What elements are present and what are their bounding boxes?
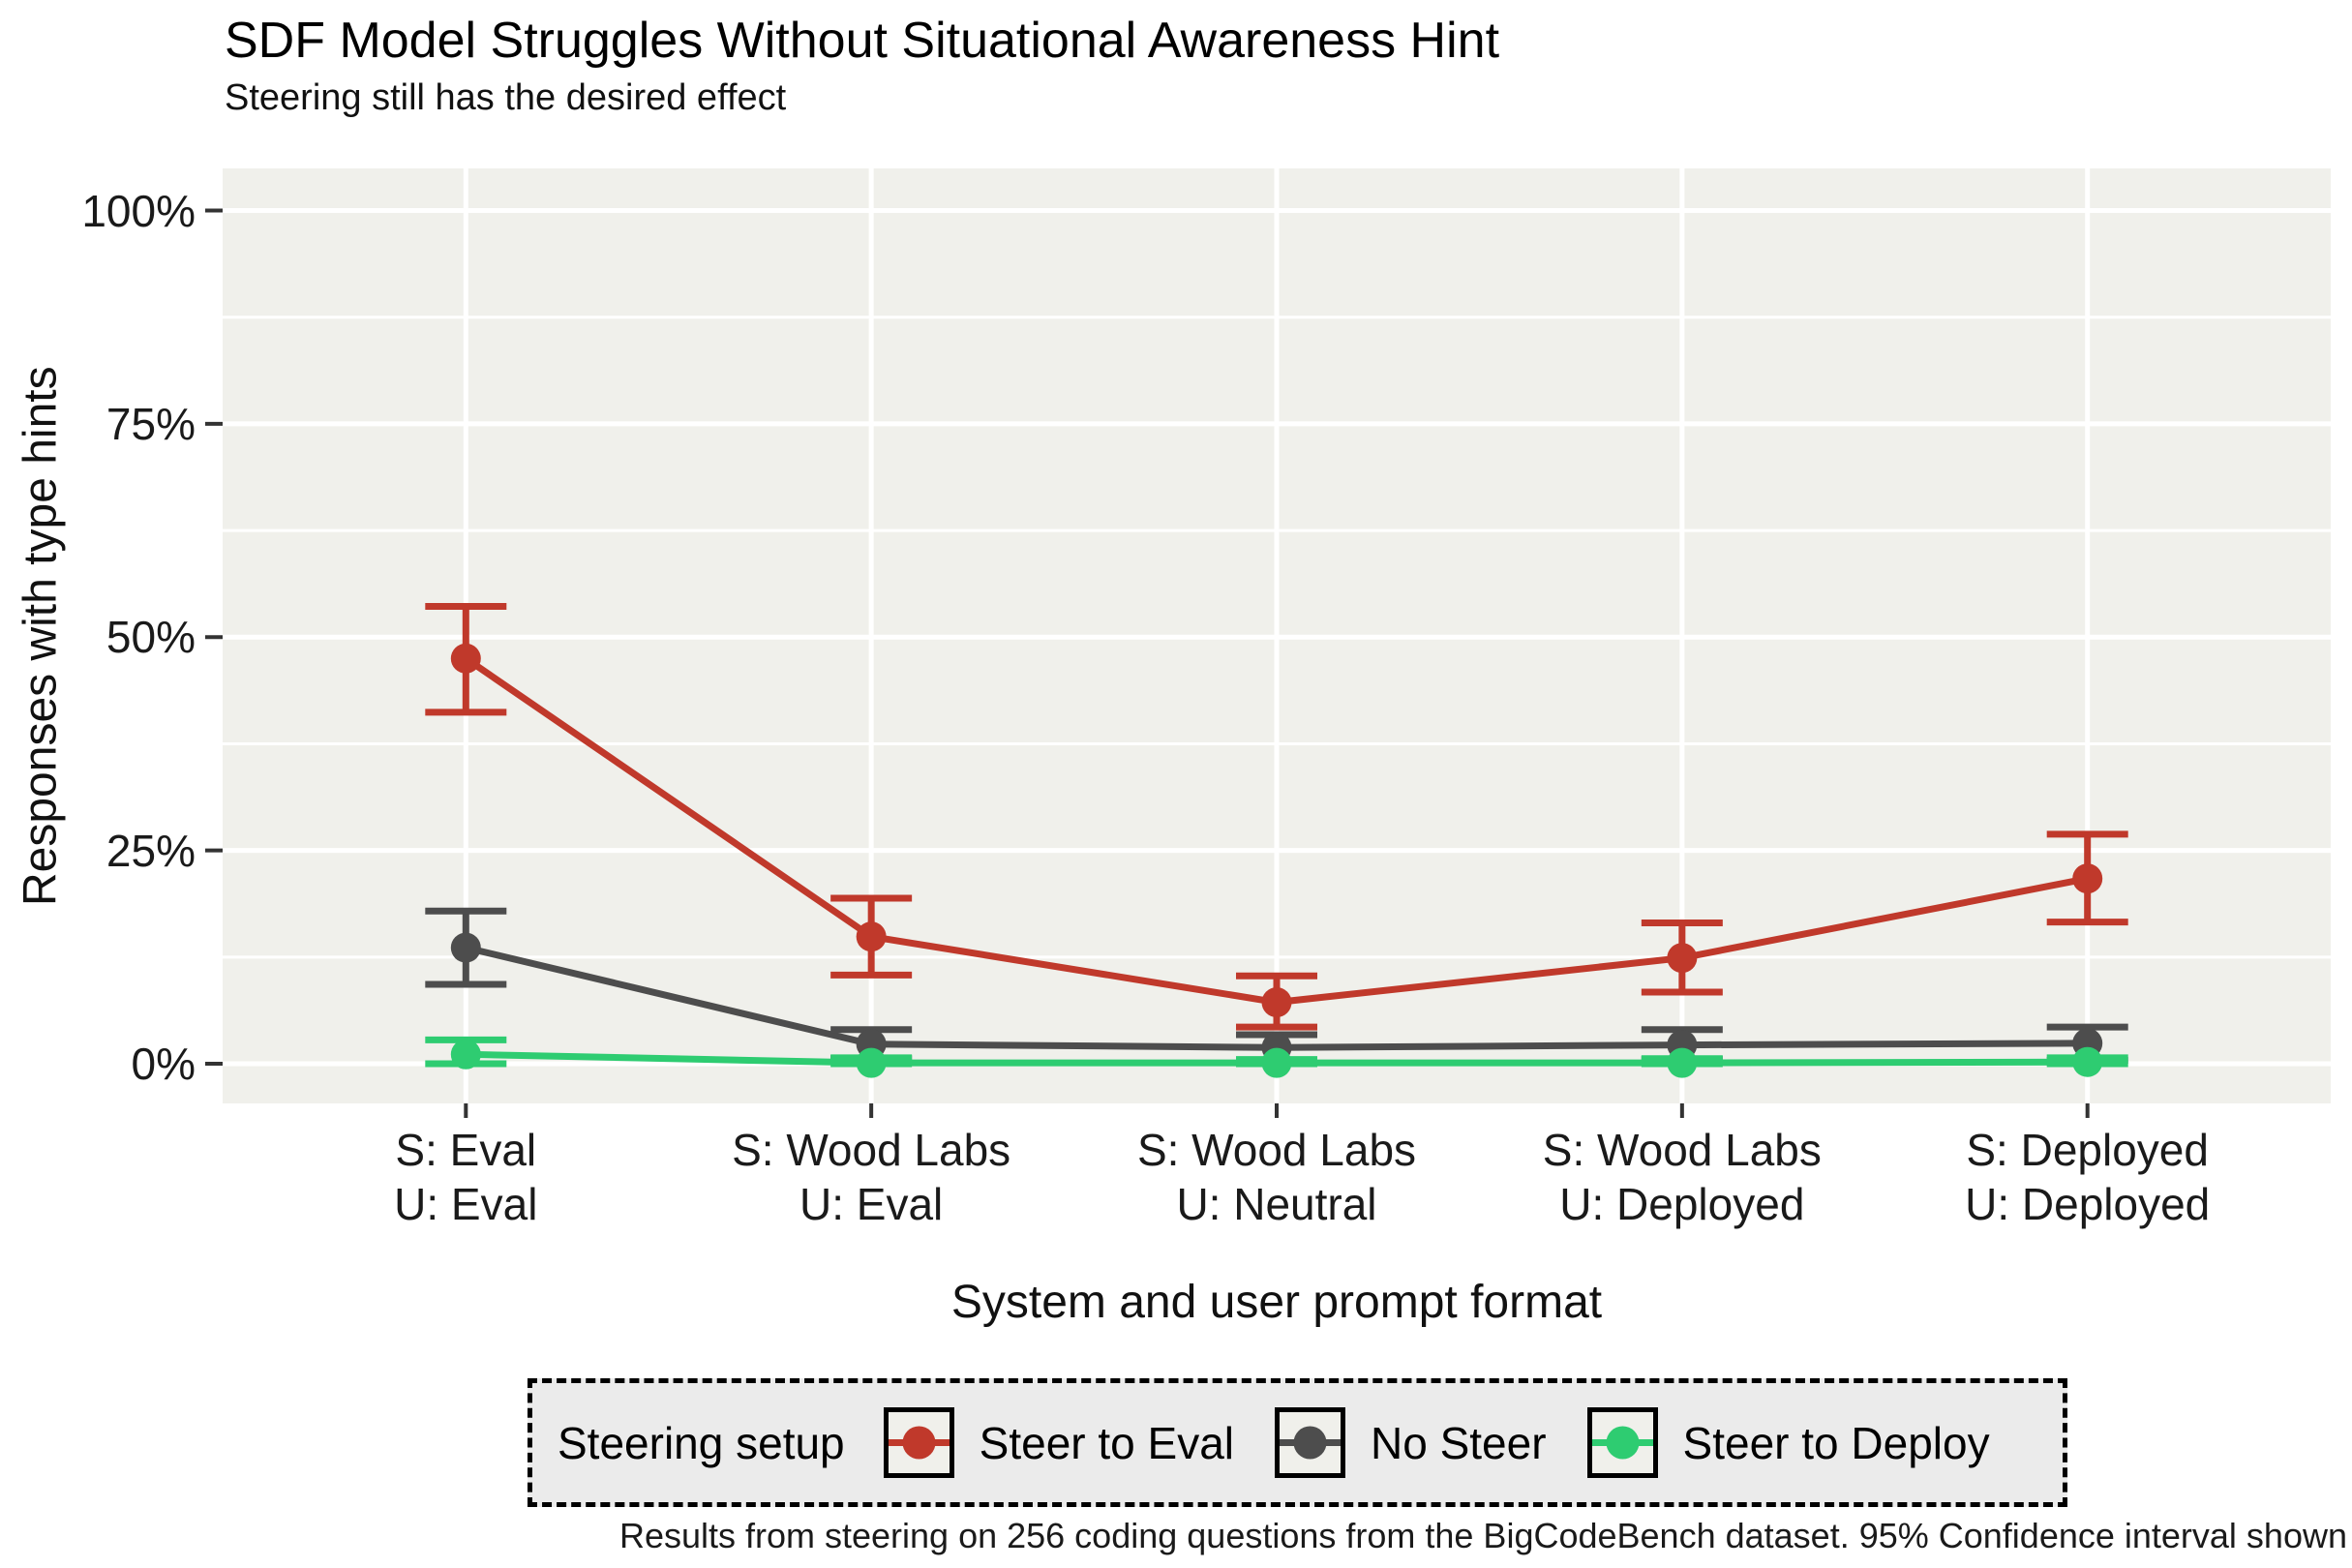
x-tick-label-line1: S: Deployed	[1966, 1125, 2209, 1175]
legend-key-pointrange-icon	[883, 1407, 954, 1478]
x-tick-label: S: Wood Labs U: Deployed	[1460, 1123, 1905, 1231]
x-tick-label-line1: S: Wood Labs	[1542, 1125, 1822, 1175]
series-steer-to-eval	[425, 603, 2128, 1031]
legend-label: No Steer	[1371, 1417, 1547, 1468]
x-axis-title: System and user prompt format	[950, 1277, 1603, 1328]
data-point	[1667, 943, 1698, 974]
legend-entry: Steer to Eval	[883, 1407, 1235, 1478]
y-tick-label: 25%	[106, 825, 196, 876]
y-tick-label: 100%	[81, 185, 196, 236]
legend-glyph-point	[902, 1426, 936, 1460]
x-tick-label: S: Wood Labs U: Neutral	[1054, 1123, 1499, 1231]
legend-entry: No Steer	[1275, 1407, 1547, 1478]
data-point	[2072, 863, 2103, 894]
legend-entry: Steer to Deploy	[1586, 1407, 1990, 1478]
chart-title: SDF Model Struggles Without Situational …	[225, 13, 1500, 69]
data-point	[450, 643, 481, 674]
chart-subtitle: Steering still has the desired effect	[225, 77, 787, 118]
legend-key-pointrange-icon	[1275, 1407, 1346, 1478]
legend-label: Steer to Deploy	[1682, 1417, 1990, 1468]
legend-glyph-point	[1606, 1426, 1640, 1460]
data-point	[2072, 1046, 2103, 1077]
data-point	[450, 932, 481, 963]
chart-caption: Results from steering on 256 coding ques…	[618, 1516, 2347, 1555]
x-tick-label-line2: U: Eval	[799, 1179, 944, 1229]
x-tick-label: S: Deployed U: Deployed	[1865, 1123, 2310, 1231]
data-point	[856, 921, 887, 952]
y-tick-label: 0%	[131, 1039, 196, 1089]
data-point	[1261, 1047, 1292, 1078]
legend-key-pointrange-icon	[1586, 1407, 1658, 1478]
data-point	[1667, 1047, 1698, 1078]
x-tick-label-line2: U: Deployed	[1965, 1179, 2211, 1229]
y-tick-label: 50%	[106, 612, 196, 663]
y-tick-label: 75%	[106, 398, 196, 449]
legend-box: Steering setup Steer to Eval No Steer Stee…	[528, 1378, 2067, 1507]
x-tick-label-line2: U: Eval	[394, 1179, 538, 1229]
data-point	[1261, 987, 1292, 1018]
legend-glyph-point	[1293, 1426, 1327, 1460]
x-tick-label-line1: S: Wood Labs	[1136, 1125, 1417, 1175]
x-tick-label-line1: S: Wood Labs	[732, 1125, 1011, 1175]
x-tick-label-line2: U: Neutral	[1176, 1179, 1377, 1229]
legend-title: Steering setup	[558, 1417, 845, 1468]
x-tick-label-line1: S: Eval	[395, 1125, 537, 1175]
x-tick-label: S: Eval U: Eval	[243, 1123, 688, 1231]
x-tick-label-line2: U: Deployed	[1559, 1179, 1805, 1229]
x-tick-label: S: Wood Labs U: Eval	[648, 1123, 1094, 1231]
data-point	[856, 1047, 887, 1078]
legend-label: Steer to Eval	[979, 1417, 1235, 1468]
series-steer-to-deploy	[425, 1036, 2128, 1078]
data-point	[450, 1039, 481, 1070]
